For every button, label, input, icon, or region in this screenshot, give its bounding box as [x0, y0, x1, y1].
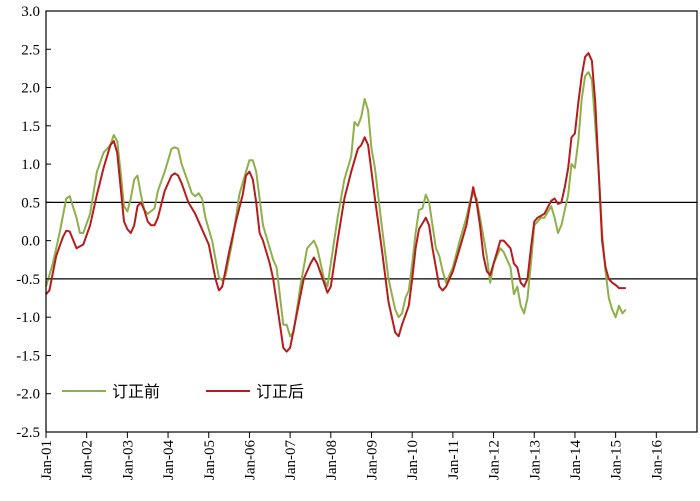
x-tick-label: Jan-16 — [649, 440, 665, 480]
y-tick-label: 2.0 — [21, 81, 40, 97]
legend-label-1: 订正前 — [112, 382, 160, 401]
x-tick-label: Jan-01 — [39, 440, 55, 480]
y-tick-label: 0.5 — [21, 195, 40, 211]
x-tick-label: Jan-09 — [365, 440, 381, 480]
x-tick-label: Jan-15 — [609, 440, 625, 480]
y-tick-label: 0.0 — [21, 234, 40, 250]
reference-lines — [46, 201, 697, 280]
y-tick-label: -1.0 — [16, 310, 40, 326]
x-tick-label: Jan-08 — [324, 440, 340, 480]
x-tick-label: Jan-14 — [568, 440, 584, 480]
legend: 订正前 订正后 — [62, 382, 304, 401]
series-line-1 — [45, 71, 627, 338]
x-tick-label: Jan-05 — [202, 440, 218, 480]
x-tick-label: Jan-12 — [487, 440, 503, 480]
y-axis: 3.0 2.5 2.0 1.5 1.0 0.5 0.0 -0.5 -1.0 -1.5 -2.0 -2.… — [16, 4, 51, 441]
legend-label-2: 订正后 — [256, 382, 304, 401]
x-tick-label: Jan-10 — [405, 440, 421, 480]
y-tick-label: 1.5 — [21, 119, 40, 135]
y-tick-label: -1.5 — [16, 348, 40, 364]
x-tick-label: Jan-11 — [446, 440, 462, 479]
y-tick-label: -2.5 — [16, 425, 40, 441]
y-tick-label: 2.5 — [21, 42, 40, 58]
y-tick-label: 3.0 — [21, 4, 40, 20]
y-tick-label: 1.0 — [21, 157, 40, 173]
x-tick-label: Jan-07 — [283, 440, 299, 480]
x-axis: Jan-01 Jan-02 Jan-03 Jan-04 Jan-05 Jan-06 Jan-… — [39, 432, 665, 480]
y-tick-label: -0.5 — [16, 272, 40, 288]
x-tick-label: Jan-03 — [120, 440, 136, 480]
y-tick-label: -2.0 — [16, 387, 40, 403]
x-tick-label: Jan-13 — [527, 440, 543, 480]
x-tick-label: Jan-06 — [242, 440, 258, 480]
x-tick-label: Jan-02 — [80, 440, 96, 480]
series-line-2 — [45, 52, 626, 353]
series-layer — [45, 52, 627, 353]
x-tick-label: Jan-04 — [161, 440, 177, 480]
plot-frame — [45, 10, 698, 433]
